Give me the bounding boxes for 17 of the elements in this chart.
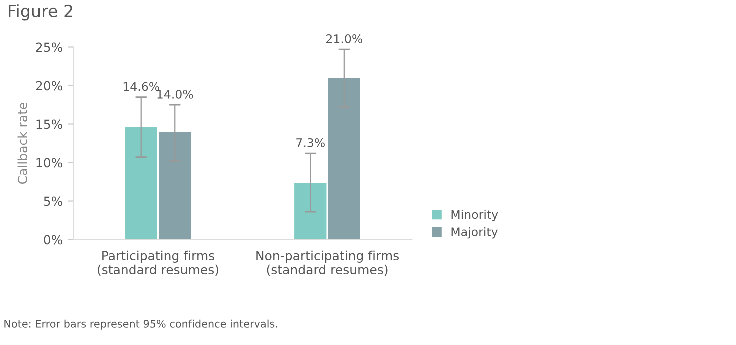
data-label: 14.0% [158,90,194,99]
y-tick-label: 0% [44,235,62,245]
text: Note: Error bars represent 95% confidence intervals. [4,320,278,330]
y-tick-label: 10% [36,158,62,168]
data-label: 21.0% [326,34,363,44]
x-tick-label: Participating firms (standard resumes) [98,250,218,276]
y-tick-label: 5% [44,196,62,206]
y-tick-label: 25% [36,42,62,52]
y-tick-label: 20% [36,81,62,91]
chart-title: Figure 2 [8,4,72,21]
x-tick-label: Non-participating firms (standard resumes) [256,250,399,276]
legend-label: Majority [452,227,498,239]
y-tick-label: 15% [36,120,62,130]
legend-label: Minority [452,210,498,222]
data-label: 14.6% [124,82,160,92]
data-label: 7.3% [296,138,325,148]
y-axis-title: Callback rate [18,102,28,184]
